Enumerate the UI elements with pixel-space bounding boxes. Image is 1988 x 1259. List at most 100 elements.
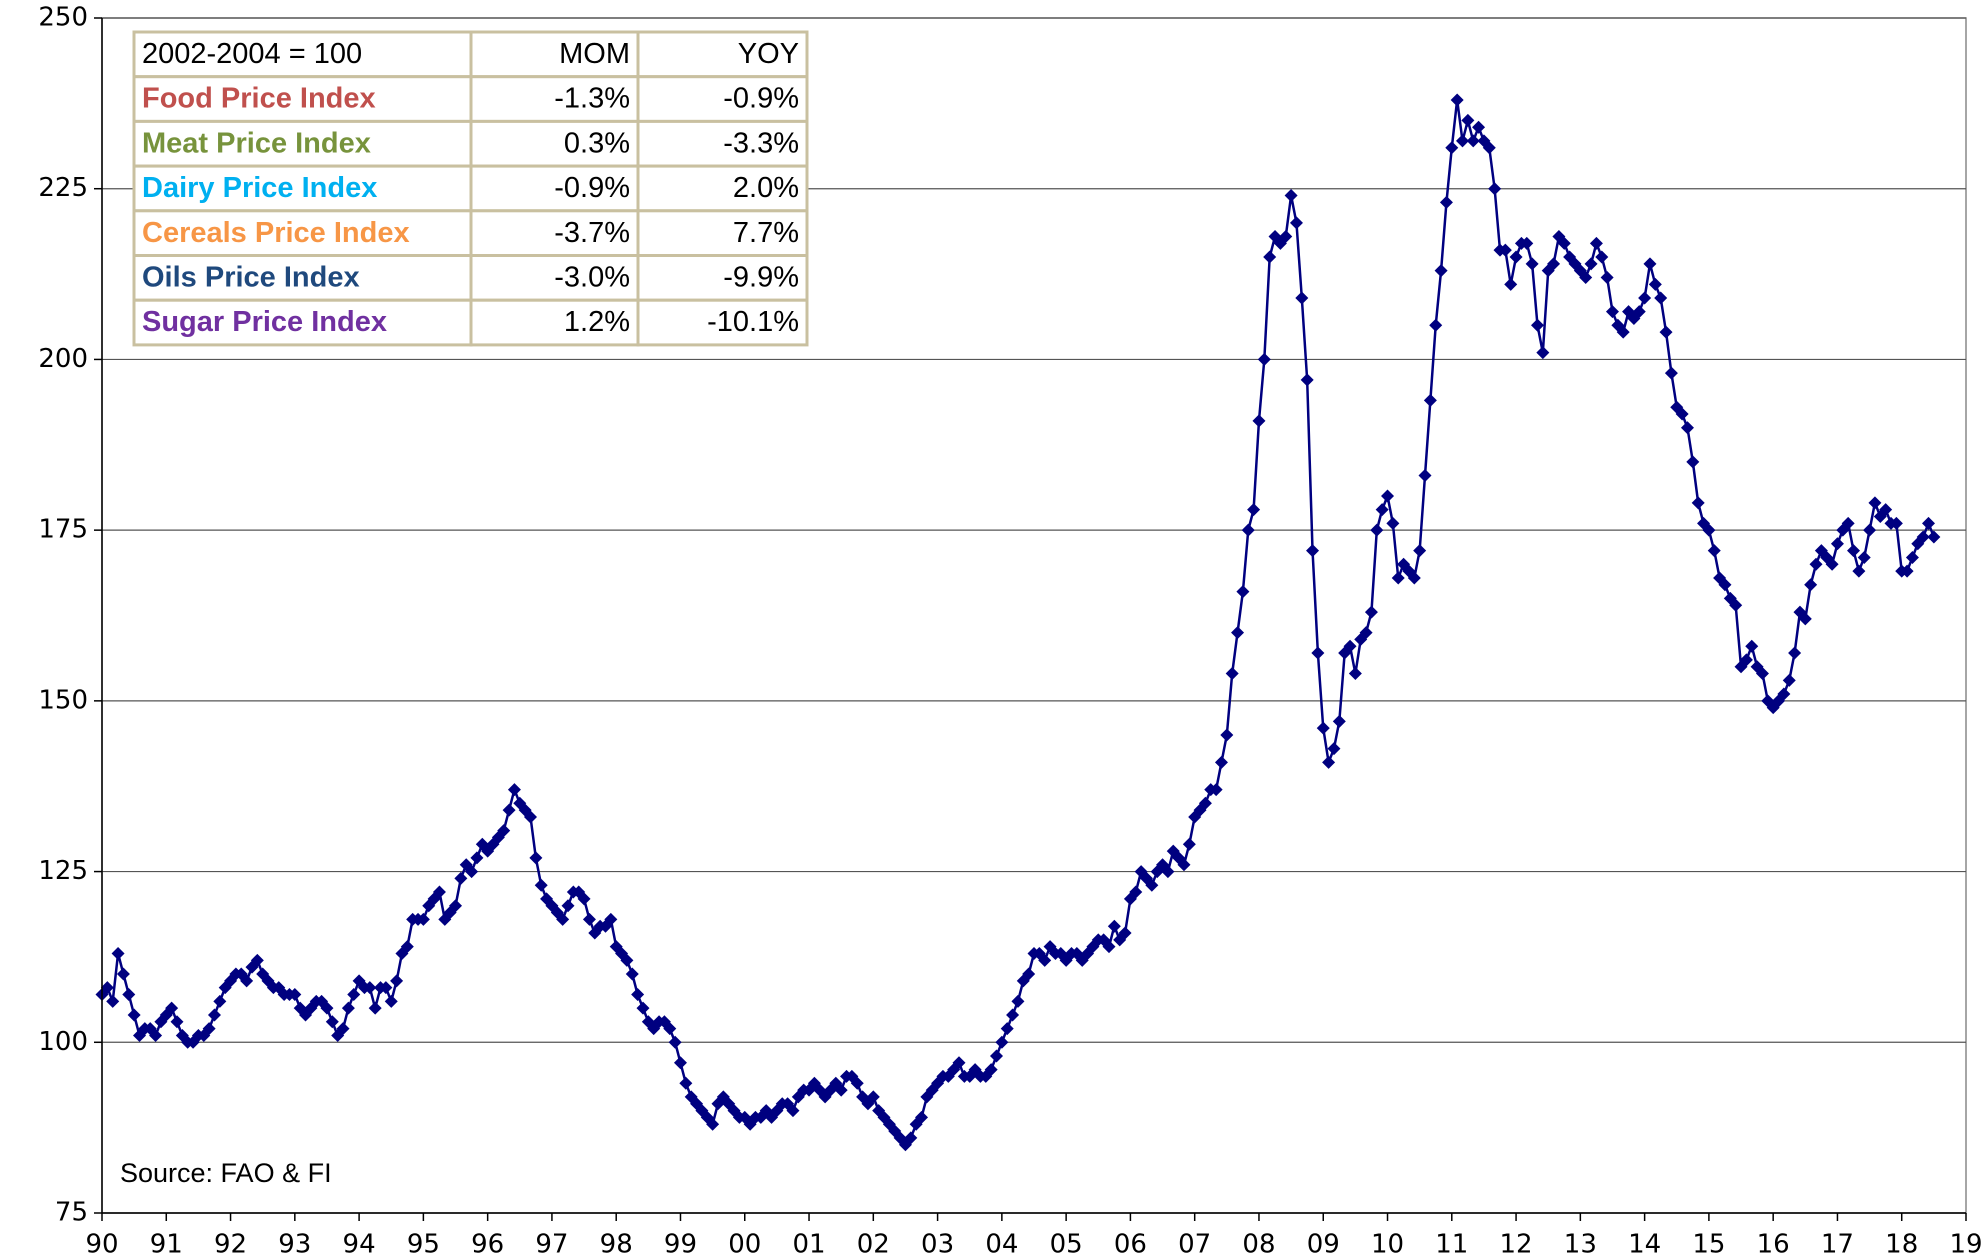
marker [1359,626,1373,640]
marker [631,987,645,1001]
yoy-value: -9.9% [723,262,799,294]
marker [1638,291,1652,305]
x-tick-label: 17 [1821,1230,1854,1259]
marker [454,871,468,885]
marker [668,1035,682,1049]
marker [1466,134,1480,148]
x-tick-label: 02 [857,1230,890,1259]
marker [1718,578,1732,592]
marker [1145,878,1159,892]
marker [1209,783,1223,797]
marker [1198,796,1212,810]
marker [995,1035,1009,1049]
source-note: Source: FAO & FI [120,1158,332,1188]
marker [1214,755,1228,769]
mom-value: -3.0% [554,262,630,294]
index-name: Cereals Price Index [142,217,410,249]
marker [673,1056,687,1070]
marker [1472,120,1486,134]
marker [1161,865,1175,879]
marker [952,1056,966,1070]
marker [1830,537,1844,551]
marker [1755,667,1769,681]
marker [1322,755,1336,769]
marker [1857,550,1871,564]
marker [116,967,130,981]
marker [390,974,404,988]
marker [1348,667,1362,681]
marker [647,1022,661,1036]
table-cell [469,119,640,168]
mom-value: -3.7% [554,217,630,249]
x-tick-label: 08 [1242,1230,1275,1259]
marker [1289,216,1303,230]
marker [1263,250,1277,264]
marker [1231,626,1245,640]
marker [1664,366,1678,380]
marker [556,912,570,926]
x-tick-label: 10 [1371,1230,1404,1259]
marker [1129,885,1143,899]
yoy-value: 7.7% [733,217,799,249]
marker [400,940,414,954]
table-cell [132,254,473,302]
yoy-value: -3.3% [723,127,799,159]
table-cell [132,119,473,168]
marker [1804,578,1818,592]
marker [122,987,136,1001]
marker [1825,557,1839,571]
marker [1370,523,1384,537]
marker [1000,1022,1014,1036]
marker [1707,544,1721,558]
marker [1852,564,1866,578]
x-tick-label: 92 [214,1230,247,1259]
marker [1316,721,1330,735]
marker [866,1090,880,1104]
marker [1879,503,1893,517]
marker [465,865,479,879]
marker [497,824,511,838]
marker [1038,953,1052,967]
yoy-value: 2.0% [733,172,799,204]
marker [1482,141,1496,155]
index-table: 2002-2004 = 100 MOM YOY Food Price Index -1.… [132,30,809,347]
x-tick-label: 94 [343,1230,376,1259]
marker [1450,93,1464,107]
x-tick-label: 00 [728,1230,761,1259]
marker [1536,346,1550,360]
marker [1616,325,1630,339]
marker [561,899,575,913]
table-header: MOM [559,38,630,70]
y-tick-label: 75 [55,1198,88,1228]
x-tick-label: 95 [407,1230,440,1259]
marker [379,981,393,995]
marker [1418,469,1432,483]
marker [449,899,463,913]
marker [207,1008,221,1022]
marker [1423,393,1437,407]
mom-value: 1.2% [564,306,630,338]
marker [1525,257,1539,271]
marker [1595,250,1609,264]
marker [904,1131,918,1145]
table-cell [636,298,809,347]
marker [288,987,302,1001]
y-tick-label: 250 [38,3,88,33]
marker [320,1001,334,1015]
marker [1889,516,1903,530]
marker [1922,516,1936,530]
marker [1847,544,1861,558]
marker [1739,653,1753,667]
marker [1306,544,1320,558]
marker [577,892,591,906]
marker [1905,550,1919,564]
marker [1589,236,1603,250]
marker [111,947,125,961]
marker [1434,264,1448,278]
marker [1257,352,1271,366]
marker [524,810,538,824]
x-tick-label: 90 [85,1230,118,1259]
marker [1605,305,1619,319]
y-tick-label: 125 [38,856,88,886]
